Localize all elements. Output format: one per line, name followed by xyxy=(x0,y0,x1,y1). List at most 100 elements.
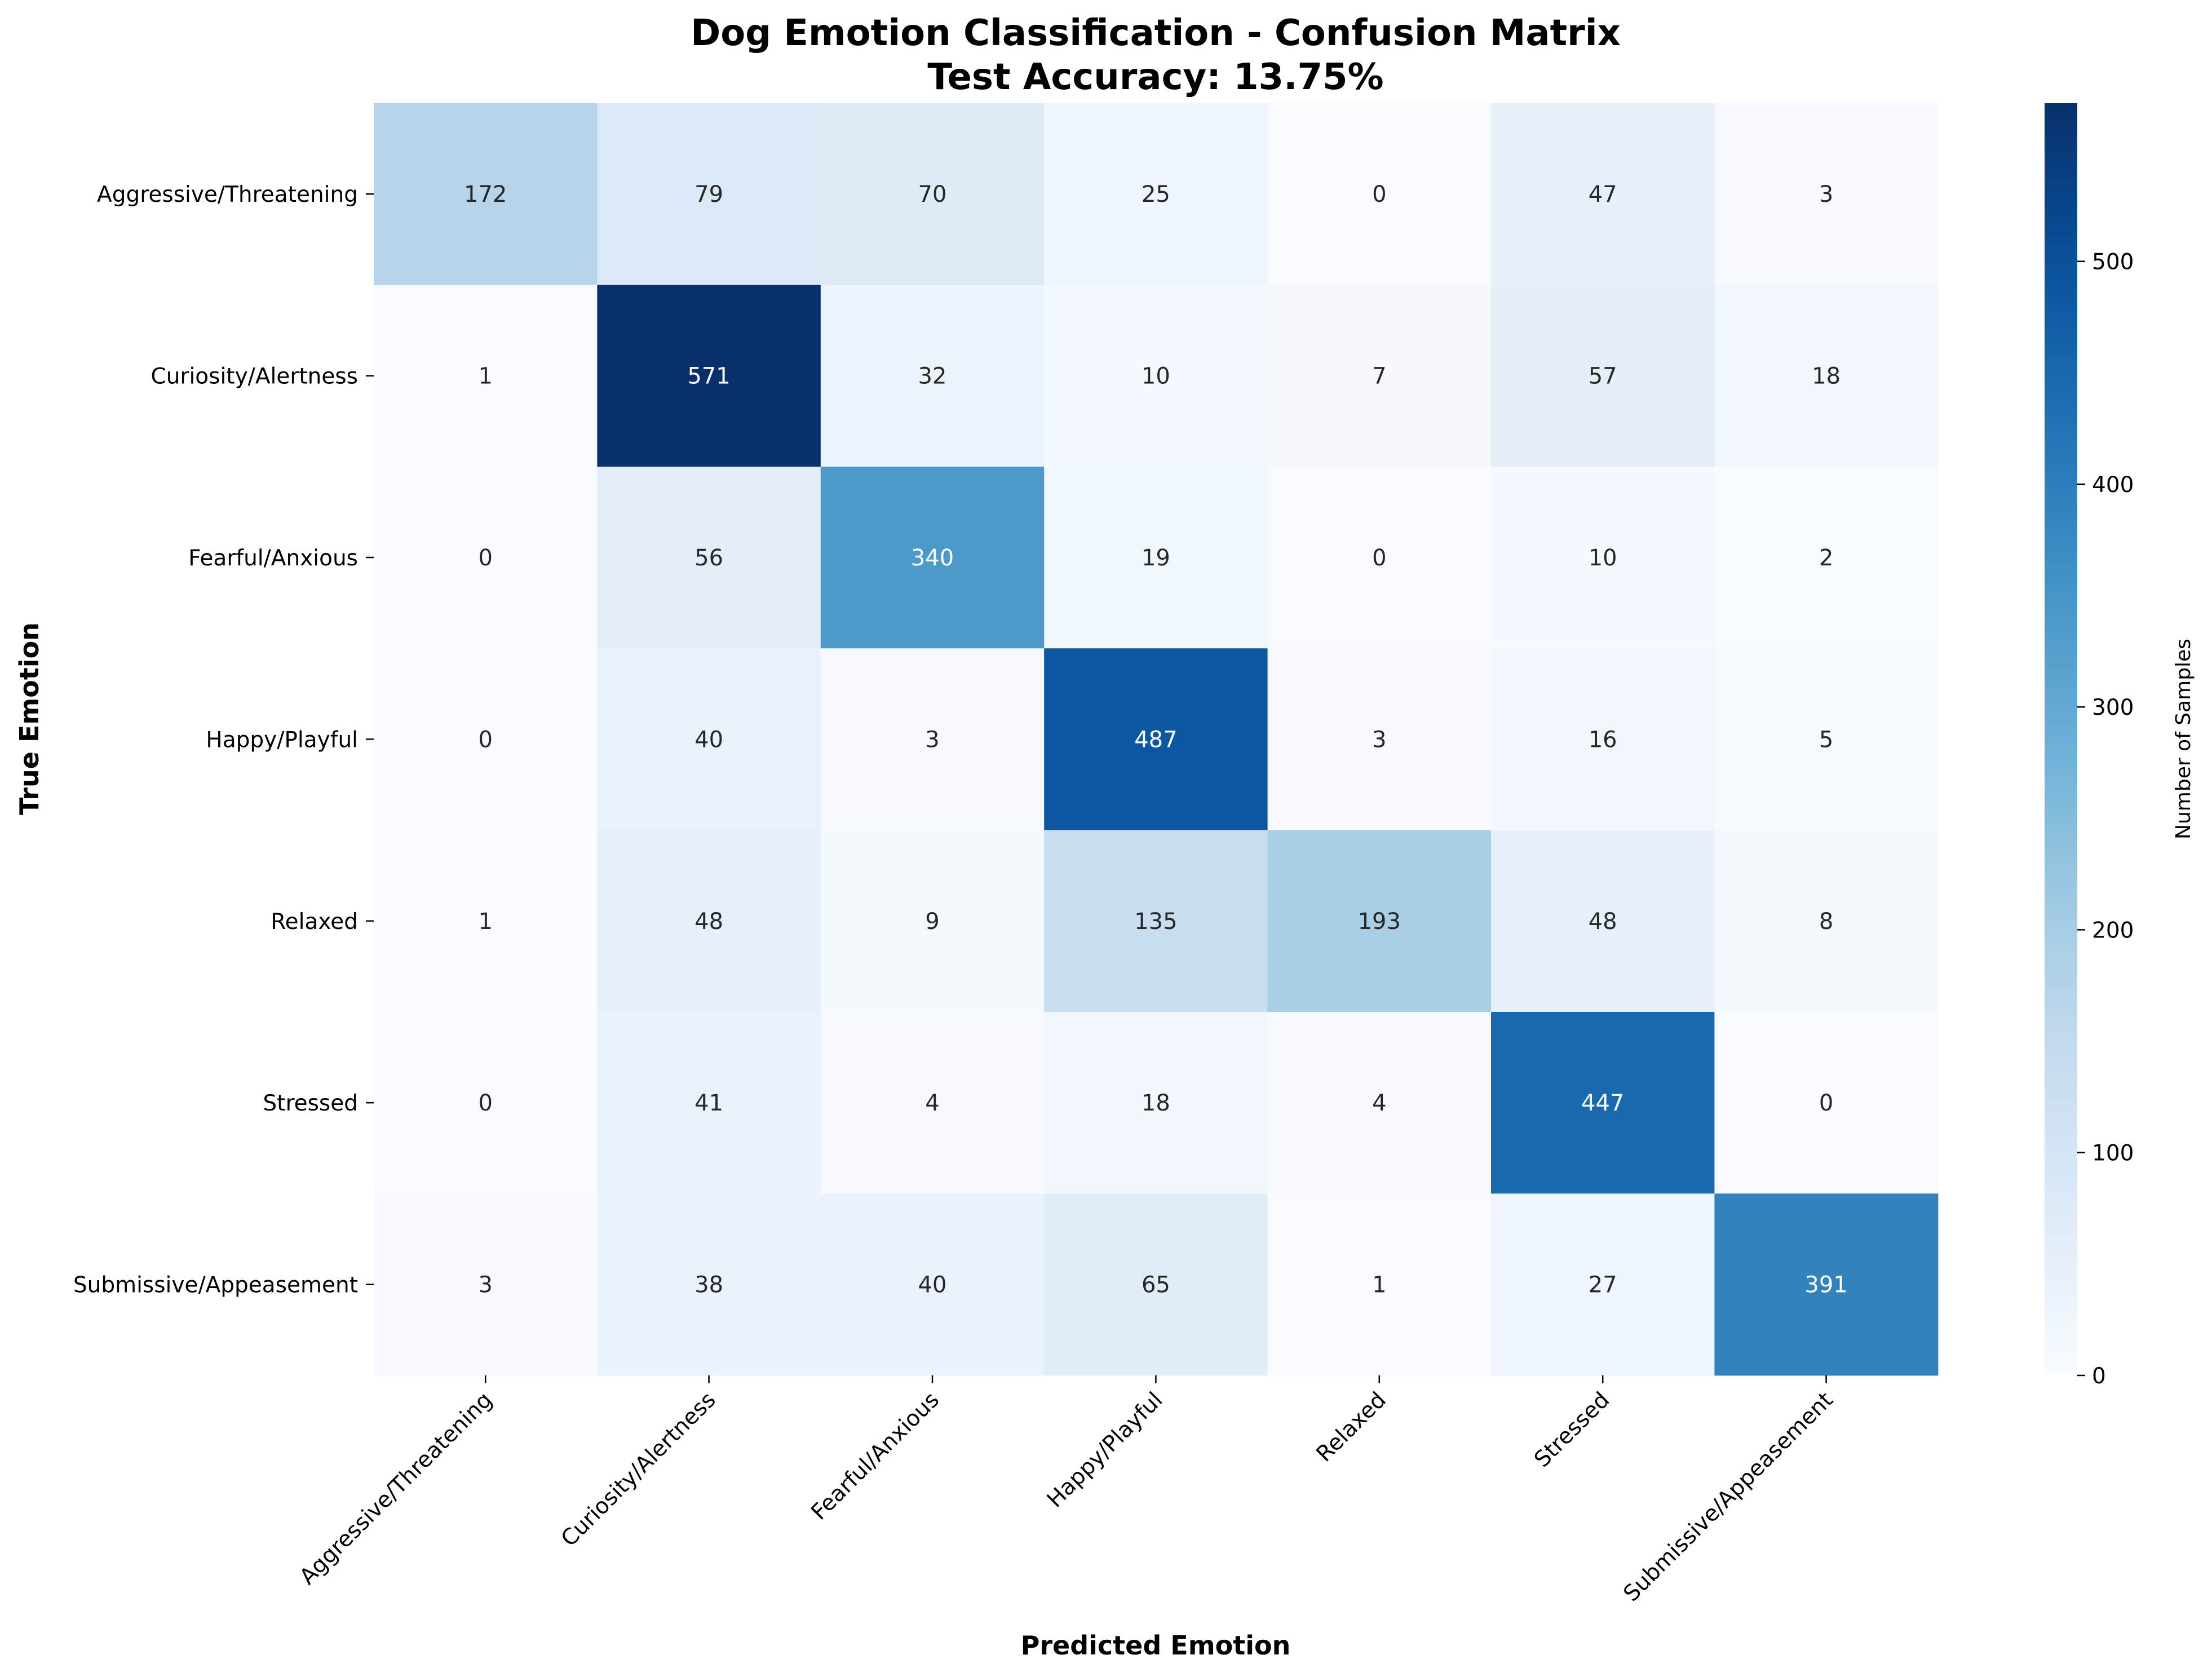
heatmap-cell-value: 0 xyxy=(1372,545,1386,571)
x-tick-label: Fearful/Anxious xyxy=(807,1387,945,1525)
y-tick-label: Curiosity/Alertness xyxy=(151,364,358,390)
colorbar-ticks: 0 100 200 300 400 500 xyxy=(2077,250,2134,1389)
heatmap-cell-value: 41 xyxy=(694,1090,723,1116)
heatmap-cell xyxy=(820,466,1045,649)
heatmap-cell xyxy=(1044,830,1268,1012)
heatmap-cell-value: 48 xyxy=(1589,909,1617,935)
heatmap-cell-value: 1 xyxy=(1372,1272,1386,1298)
heatmap-cell-value: 27 xyxy=(1589,1272,1617,1298)
heatmap-cell xyxy=(1044,103,1268,285)
x-tick-label: Curiosity/Alertness xyxy=(556,1387,721,1552)
x-tick-label: Relaxed xyxy=(1312,1387,1391,1467)
heatmap-cell xyxy=(374,103,598,285)
heatmap-cell xyxy=(1267,285,1492,467)
heatmap-cell-value: 18 xyxy=(1812,364,1841,390)
heatmap-cell xyxy=(374,830,598,1012)
heatmap-cell-value: 48 xyxy=(694,909,723,935)
heatmap-cell xyxy=(1044,1012,1268,1194)
heatmap-cell-value: 172 xyxy=(464,182,507,207)
heatmap-cell xyxy=(374,1193,598,1376)
heatmap-cell xyxy=(1267,1012,1492,1194)
heatmap-cell xyxy=(597,1193,821,1376)
heatmap-cell xyxy=(1044,1193,1268,1376)
heatmap-cell-value: 10 xyxy=(1142,364,1170,390)
x-tick-label: Aggressive/Threatening xyxy=(295,1387,497,1590)
heatmap-cell xyxy=(374,466,598,649)
heatmap-cell-value: 18 xyxy=(1142,1090,1170,1116)
heatmap-cell-value: 19 xyxy=(1142,545,1170,571)
heatmap-cell-value: 0 xyxy=(478,1090,492,1116)
heatmap-cell xyxy=(1491,103,1715,285)
heatmap-cell-value: 487 xyxy=(1134,727,1177,753)
heatmap-cell-value: 2 xyxy=(1819,545,1833,571)
y-tick-label: Happy/Playful xyxy=(206,727,358,753)
heatmap-cell-value: 0 xyxy=(478,727,492,753)
heatmap-cell xyxy=(597,830,821,1012)
y-axis-ticks: Aggressive/Threatening Curiosity/Alertnes… xyxy=(73,182,374,1298)
y-tick-label: Stressed xyxy=(263,1091,358,1116)
heatmap-cell xyxy=(597,285,821,467)
heatmap-cell-value: 3 xyxy=(925,727,939,753)
x-tick-label: Stressed xyxy=(1529,1387,1614,1472)
heatmap-cell xyxy=(1267,103,1492,285)
heatmap-cell-value: 57 xyxy=(1589,364,1617,390)
heatmap-cell-value: 65 xyxy=(1142,1272,1170,1298)
chart-title-line2: Test Accuracy: 13.75% xyxy=(927,56,1383,98)
heatmap-cell-value: 0 xyxy=(478,545,492,571)
heatmap-cell xyxy=(597,103,821,285)
colorbar-tick-label: 0 xyxy=(2092,1364,2106,1389)
y-tick-label: Relaxed xyxy=(271,909,358,935)
heatmap-cell-value: 391 xyxy=(1804,1272,1847,1298)
heatmap-cell-value: 3 xyxy=(478,1272,492,1298)
heatmap-cell-value: 10 xyxy=(1589,545,1617,571)
heatmap-cell xyxy=(597,466,821,649)
colorbar-tick-label: 400 xyxy=(2092,472,2134,498)
heatmap-cell-value: 56 xyxy=(694,545,723,571)
heatmap-cell-value: 16 xyxy=(1589,727,1617,753)
heatmap-cell xyxy=(374,648,598,831)
heatmap-cell-value: 5 xyxy=(1819,727,1833,753)
heatmap-cell xyxy=(1267,648,1492,831)
heatmap-cell-value: 340 xyxy=(911,545,954,571)
heatmap-cell xyxy=(597,648,821,831)
heatmap-cell-value: 0 xyxy=(1372,182,1386,207)
heatmap-cell-labels: 172 79 70 25 0 47 31 571 32 10 7 57 180 56 340 19 0 10 20 4… xyxy=(464,182,1848,1298)
heatmap-cell-value: 7 xyxy=(1372,364,1386,390)
colorbar-tick-label: 200 xyxy=(2092,918,2134,943)
heatmap-cell-value: 38 xyxy=(694,1272,723,1298)
heatmap-cell xyxy=(820,1193,1045,1376)
x-tick-label: Submissive/Appeasement xyxy=(1619,1387,1838,1607)
heatmap-cell xyxy=(1044,466,1268,649)
y-axis-label: True Emotion xyxy=(14,622,45,815)
heatmap-cell-value: 40 xyxy=(694,727,723,753)
y-tick-label: Submissive/Appeasement xyxy=(73,1273,358,1298)
heatmap-cell-value: 193 xyxy=(1358,909,1401,935)
heatmap-cell xyxy=(1491,1193,1715,1376)
heatmap-cell-value: 47 xyxy=(1589,182,1617,207)
heatmap-cell-value: 9 xyxy=(925,909,939,935)
heatmap-cell-value: 447 xyxy=(1581,1090,1624,1116)
heatmap-cell xyxy=(1267,1193,1492,1376)
heatmap-cell-value: 70 xyxy=(918,182,947,207)
heatmap-cell-value: 8 xyxy=(1819,909,1833,935)
heatmap-cell xyxy=(1491,830,1715,1012)
heatmap-cell xyxy=(1714,1193,1939,1376)
heatmap-cell-value: 32 xyxy=(918,364,947,390)
heatmap-cells xyxy=(374,103,1939,1376)
heatmap-cell xyxy=(820,285,1045,467)
heatmap-cell-value: 1 xyxy=(478,364,492,390)
heatmap-cell-value: 0 xyxy=(1819,1090,1833,1116)
heatmap-cell xyxy=(1714,1012,1939,1194)
heatmap-cell-value: 4 xyxy=(1372,1090,1386,1116)
heatmap-cell xyxy=(820,1012,1045,1194)
heatmap-cell xyxy=(820,648,1045,831)
heatmap-cell xyxy=(1491,648,1715,831)
colorbar xyxy=(2045,103,2077,1375)
colorbar-tick-label: 300 xyxy=(2092,695,2134,720)
heatmap-cell-value: 40 xyxy=(918,1272,947,1298)
heatmap-cell xyxy=(1267,830,1492,1012)
heatmap-cell xyxy=(1044,648,1268,831)
heatmap-cell-value: 3 xyxy=(1372,727,1386,753)
heatmap-cell xyxy=(1491,285,1715,467)
heatmap-cell-value: 4 xyxy=(925,1090,939,1116)
